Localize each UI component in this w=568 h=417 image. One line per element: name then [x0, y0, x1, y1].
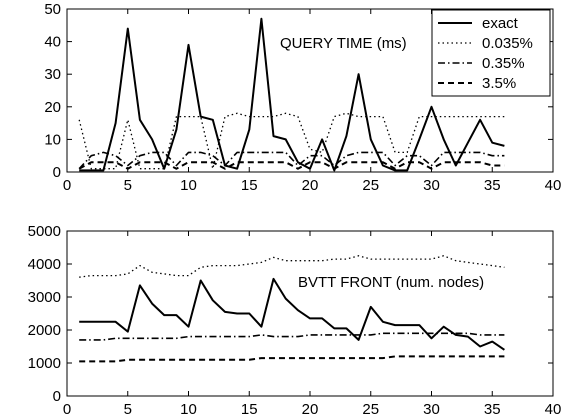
series-line-0-35	[78, 151, 505, 170]
x-tick-label: 35	[484, 177, 501, 194]
x-tick-label: 30	[423, 401, 440, 417]
y-tick-label: 5000	[28, 223, 61, 240]
x-tick-label: 20	[302, 177, 319, 194]
y-tick-label: 3000	[28, 289, 61, 306]
x-tick-label: 15	[241, 177, 258, 194]
series-line-exact	[79, 17, 505, 172]
x-tick-label: 5	[124, 177, 132, 194]
x-tick-label: 10	[180, 401, 197, 417]
y-tick-label: 1000	[28, 355, 61, 372]
y-tick-label: 50	[44, 1, 61, 18]
bvtt-front-chart: 0 5 10 15 20 25 30 35 40 0 1000 2000 3000 4000 5000 BVT…	[28, 223, 562, 417]
chart-annotation: QUERY TIME (ms)	[280, 35, 407, 52]
x-tick-label: 40	[545, 177, 562, 194]
plot-frame	[66, 230, 554, 397]
chart-annotation: BVTT FRONT (num. nodes)	[298, 274, 484, 291]
series-line-exact	[79, 277, 505, 351]
y-tick-label: 0	[53, 164, 61, 181]
series-line-0-035	[78, 112, 505, 170]
y-tick-label: 40	[44, 34, 61, 51]
y-tick-label: 20	[44, 99, 61, 116]
x-tick-label: 30	[423, 177, 440, 194]
legend-entry: exact	[482, 15, 519, 32]
legend-entry: 0.035%	[482, 35, 533, 52]
y-tick-label: 10	[44, 131, 61, 148]
series-line-3-5	[78, 161, 505, 170]
x-tick-label: 15	[241, 401, 258, 417]
x-tick-label: 40	[545, 401, 562, 417]
x-tick-label: 25	[362, 177, 379, 194]
x-tick-label: 0	[63, 401, 71, 417]
y-tick-label: 30	[44, 66, 61, 83]
x-tick-label: 25	[362, 401, 379, 417]
legend-box	[431, 9, 551, 97]
series-line-3-5	[79, 355, 505, 363]
legend-entry: 3.5%	[482, 75, 516, 92]
y-tick-label: 0	[53, 388, 61, 405]
legend-entry: 0.35%	[482, 55, 525, 72]
x-tick-label: 35	[484, 401, 501, 417]
query-time-chart: 0 5 10 15 20 25 30 35 40 0 10 20 30 40 50 QUERY TIME (m…	[44, 1, 561, 194]
legend: exact 0.035% 0.35% 3.5%	[431, 9, 551, 97]
x-tick-label: 0	[63, 177, 71, 194]
y-tick-label: 2000	[28, 322, 61, 339]
series-line-0-035	[79, 255, 505, 278]
series-line-0-35	[79, 332, 505, 341]
y-tick-label: 4000	[28, 256, 61, 273]
x-tick-label: 5	[124, 401, 132, 417]
x-tick-label: 20	[302, 401, 319, 417]
x-tick-label: 10	[180, 177, 197, 194]
